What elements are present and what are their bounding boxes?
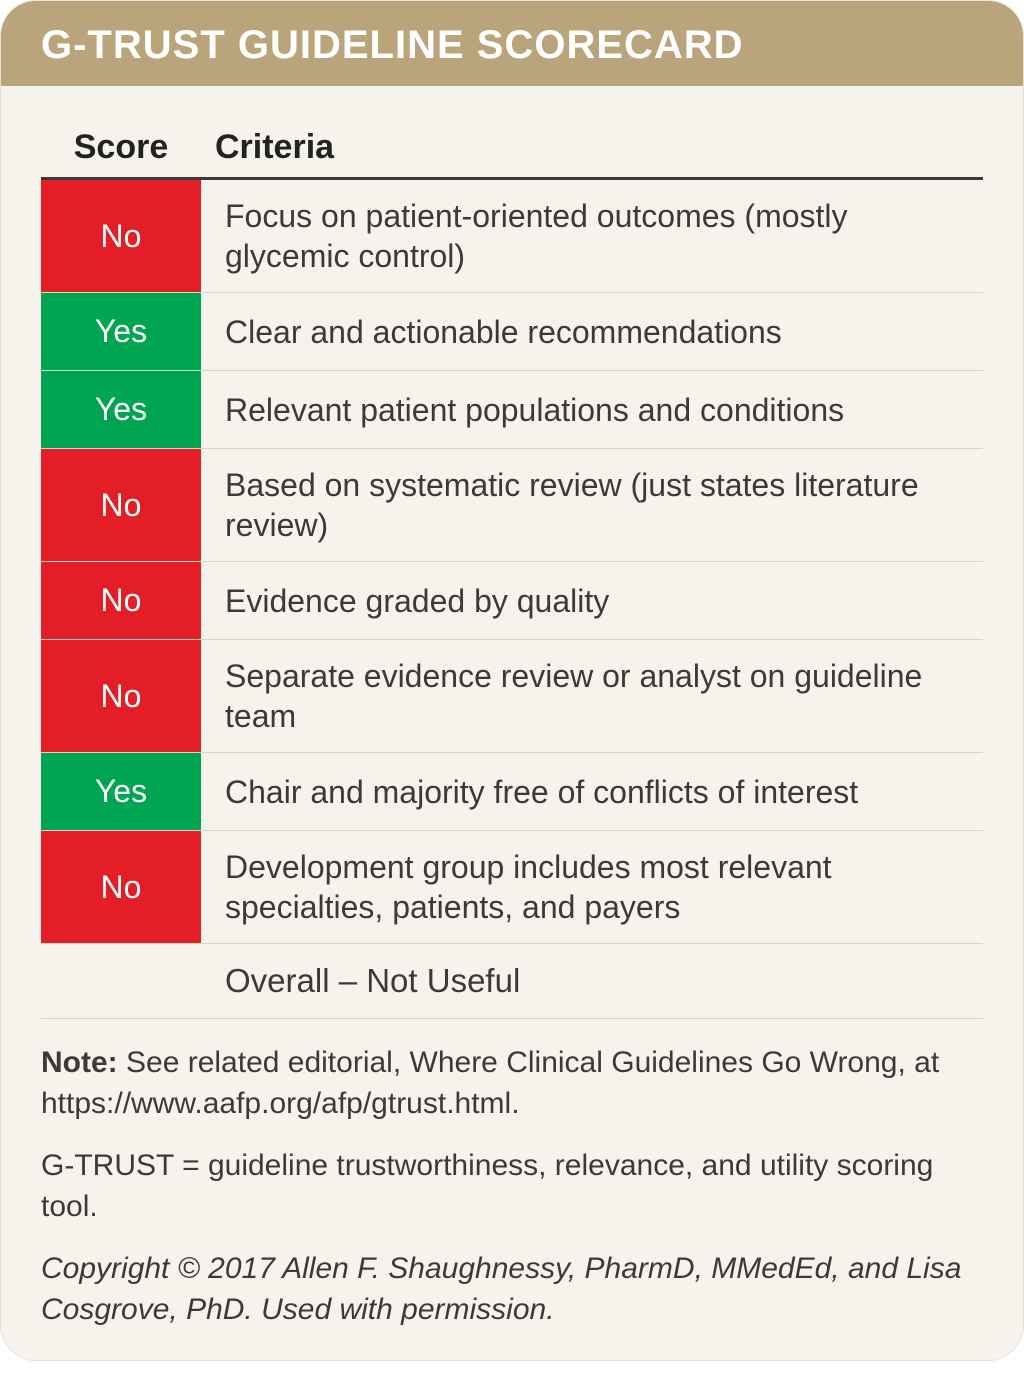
criteria-cell: Focus on patient-oriented outcomes (most… bbox=[201, 179, 983, 293]
score-value: No bbox=[41, 180, 201, 292]
score-value: Yes bbox=[41, 293, 201, 370]
overall-blank bbox=[41, 944, 201, 1019]
table-row: NoDevelopment group includes most releva… bbox=[41, 831, 983, 944]
card-title: G-TRUST GUIDELINE SCORECARD bbox=[1, 1, 1023, 86]
criteria-cell: Clear and actionable recommendations bbox=[201, 293, 983, 371]
table-row: NoFocus on patient-oriented outcomes (mo… bbox=[41, 179, 983, 293]
criteria-cell: Relevant patient populations and conditi… bbox=[201, 371, 983, 449]
overall-row: Overall – Not Useful bbox=[41, 944, 983, 1019]
criteria-cell: Based on systematic review (just states … bbox=[201, 449, 983, 562]
score-cell: No bbox=[41, 562, 201, 640]
criteria-cell: Evidence graded by quality bbox=[201, 562, 983, 640]
table-row: YesClear and actionable recommendations bbox=[41, 293, 983, 371]
table-row: NoSeparate evidence review or analyst on… bbox=[41, 640, 983, 753]
score-cell: Yes bbox=[41, 293, 201, 371]
note-block: Note: See related editorial, Where Clini… bbox=[41, 1043, 983, 1124]
score-value: Yes bbox=[41, 753, 201, 830]
criteria-cell: Chair and majority free of conflicts of … bbox=[201, 753, 983, 831]
criteria-cell: Development group includes most relevant… bbox=[201, 831, 983, 944]
score-cell: Yes bbox=[41, 753, 201, 831]
definition-text: G-TRUST = guideline trustworthiness, rel… bbox=[41, 1146, 983, 1227]
score-cell: No bbox=[41, 640, 201, 753]
score-value: No bbox=[41, 640, 201, 752]
table-row: YesRelevant patient populations and cond… bbox=[41, 371, 983, 449]
scorecard-table: Score Criteria NoFocus on patient-orient… bbox=[41, 122, 983, 1019]
scorecard-card: G-TRUST GUIDELINE SCORECARD Score Criter… bbox=[0, 0, 1024, 1361]
score-cell: No bbox=[41, 831, 201, 944]
overall-text: Overall – Not Useful bbox=[201, 944, 983, 1019]
copyright-text: Copyright © 2017 Allen F. Shaughnessy, P… bbox=[41, 1249, 983, 1330]
table-row: YesChair and majority free of conflicts … bbox=[41, 753, 983, 831]
table-row: NoEvidence graded by quality bbox=[41, 562, 983, 640]
score-value: No bbox=[41, 449, 201, 561]
col-header-score: Score bbox=[41, 122, 201, 179]
score-cell: Yes bbox=[41, 371, 201, 449]
note-text: See related editorial, Where Clinical Gu… bbox=[41, 1046, 939, 1120]
score-value: Yes bbox=[41, 371, 201, 448]
score-cell: No bbox=[41, 179, 201, 293]
table-row: NoBased on systematic review (just state… bbox=[41, 449, 983, 562]
criteria-cell: Separate evidence review or analyst on g… bbox=[201, 640, 983, 753]
score-cell: No bbox=[41, 449, 201, 562]
note-label: Note: bbox=[41, 1046, 118, 1079]
score-value: No bbox=[41, 831, 201, 943]
score-value: No bbox=[41, 562, 201, 639]
card-body: Score Criteria NoFocus on patient-orient… bbox=[1, 86, 1023, 1360]
col-header-criteria: Criteria bbox=[201, 122, 983, 179]
